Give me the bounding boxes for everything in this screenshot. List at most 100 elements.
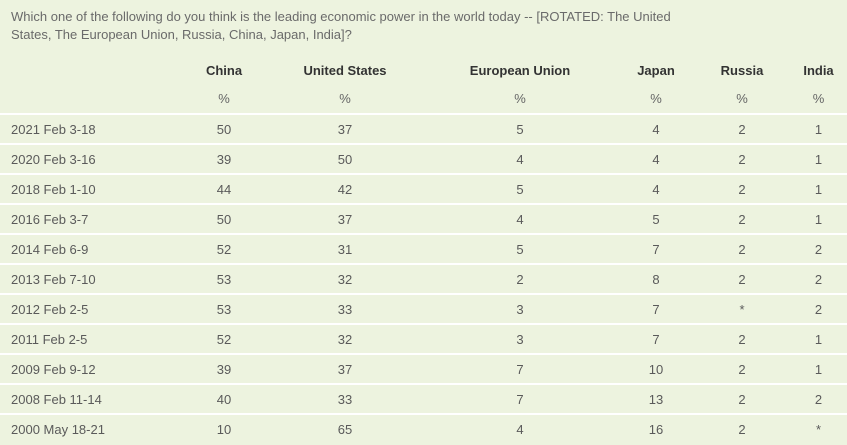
value-cell-united-states: 31	[268, 233, 422, 264]
value-cell-united-states: 42	[268, 173, 422, 204]
table-row: 2013 Feb 7-10 53 32 2 8 2 2	[0, 263, 847, 294]
table-row: 2021 Feb 3-18 50 37 5 4 2 1	[0, 113, 847, 144]
value-cell-china: 50	[180, 113, 268, 144]
value-cell-china: 39	[180, 353, 268, 384]
value-cell-russia: 2	[694, 143, 790, 174]
table-row: 2008 Feb 11-14 40 33 7 13 2 2	[0, 383, 847, 414]
value-cell-china: 53	[180, 263, 268, 294]
row-date: 2013 Feb 7-10	[0, 263, 180, 294]
value-cell-japan: 8	[618, 263, 694, 294]
value-cell-russia: 2	[694, 383, 790, 414]
value-cell-united-states: 50	[268, 143, 422, 174]
value-cell-russia: 2	[694, 113, 790, 144]
table-row: 2011 Feb 2-5 52 32 3 7 2 1	[0, 323, 847, 354]
value-cell-european-union: 4	[422, 413, 618, 443]
value-cell-united-states: 65	[268, 413, 422, 443]
row-date: 2014 Feb 6-9	[0, 233, 180, 264]
value-cell-european-union: 7	[422, 383, 618, 414]
value-cell-european-union: 3	[422, 323, 618, 354]
value-cell-european-union: 2	[422, 263, 618, 294]
unit-cell: %	[514, 91, 526, 106]
value-cell-india: 1	[790, 203, 847, 234]
value-cell-china: 52	[180, 233, 268, 264]
row-date: 2011 Feb 2-5	[0, 323, 180, 354]
table-row: 2018 Feb 1-10 44 42 5 4 2 1	[0, 173, 847, 204]
row-date: 2018 Feb 1-10	[0, 173, 180, 204]
value-cell-european-union: 4	[422, 143, 618, 174]
unit-cell: %	[650, 91, 662, 106]
header-blank	[0, 56, 180, 84]
value-cell-china: 53	[180, 293, 268, 324]
value-cell-russia: 2	[694, 353, 790, 384]
value-cell-india: 2	[790, 233, 847, 264]
row-date: 2000 May 18-21	[0, 413, 180, 443]
value-cell-japan: 16	[618, 413, 694, 443]
value-cell-japan: 7	[618, 293, 694, 324]
value-cell-european-union: 3	[422, 293, 618, 324]
value-cell-russia: 2	[694, 263, 790, 294]
value-cell-china: 50	[180, 203, 268, 234]
table-row: 2020 Feb 3-16 39 50 4 4 2 1	[0, 143, 847, 174]
value-cell-china: 40	[180, 383, 268, 414]
value-cell-japan: 10	[618, 353, 694, 384]
value-cell-japan: 4	[618, 113, 694, 144]
value-cell-japan: 13	[618, 383, 694, 414]
value-cell-india: 1	[790, 173, 847, 204]
value-cell-russia: 2	[694, 323, 790, 354]
value-cell-india: 1	[790, 143, 847, 174]
value-cell-japan: 7	[618, 323, 694, 354]
value-cell-russia: 2	[694, 203, 790, 234]
value-cell-india: 1	[790, 113, 847, 144]
table-row: 2016 Feb 3-7 50 37 4 5 2 1	[0, 203, 847, 234]
unit-row: % % % % % %	[0, 84, 847, 114]
row-date: 2008 Feb 11-14	[0, 383, 180, 414]
value-cell-united-states: 33	[268, 293, 422, 324]
value-cell-japan: 4	[618, 143, 694, 174]
row-date: 2012 Feb 2-5	[0, 293, 180, 324]
unit-cell: %	[812, 91, 825, 106]
row-date: 2021 Feb 3-18	[0, 113, 180, 144]
table-row: 2009 Feb 9-12 39 37 7 10 2 1	[0, 353, 847, 384]
value-cell-china: 10	[180, 413, 268, 443]
value-cell-russia: 2	[694, 233, 790, 264]
header-japan: Japan	[637, 62, 675, 78]
value-cell-india: 1	[790, 323, 847, 354]
value-cell-european-union: 5	[422, 233, 618, 264]
value-cell-russia: 2	[694, 413, 790, 443]
unit-cell: %	[218, 91, 230, 106]
survey-question: Which one of the following do you think …	[11, 9, 671, 42]
value-cell-russia: *	[694, 293, 790, 324]
table-row: 2014 Feb 6-9 52 31 5 7 2 2	[0, 233, 847, 264]
value-cell-united-states: 37	[268, 203, 422, 234]
value-cell-european-union: 4	[422, 203, 618, 234]
results-table: China United States European Union Japan…	[0, 56, 847, 443]
value-cell-china: 52	[180, 323, 268, 354]
value-cell-china: 44	[180, 173, 268, 204]
row-date: 2009 Feb 9-12	[0, 353, 180, 384]
table-row: 2000 May 18-21 10 65 4 16 2 *	[0, 413, 847, 443]
value-cell-japan: 7	[618, 233, 694, 264]
table-row: 2012 Feb 2-5 53 33 3 7 * 2	[0, 293, 847, 324]
unit-cell: %	[339, 91, 351, 106]
row-date: 2016 Feb 3-7	[0, 203, 180, 234]
value-cell-european-union: 7	[422, 353, 618, 384]
header-russia: Russia	[720, 62, 764, 78]
value-cell-india: *	[790, 413, 847, 443]
value-cell-united-states: 32	[268, 323, 422, 354]
value-cell-india: 1	[790, 353, 847, 384]
value-cell-european-union: 5	[422, 113, 618, 144]
header-india: India	[803, 62, 834, 78]
value-cell-india: 2	[790, 383, 847, 414]
header-united-states: United States	[303, 62, 387, 78]
value-cell-russia: 2	[694, 173, 790, 204]
value-cell-india: 2	[790, 293, 847, 324]
header-european-union: European Union	[469, 62, 571, 78]
value-cell-india: 2	[790, 263, 847, 294]
value-cell-european-union: 5	[422, 173, 618, 204]
header-china: China	[205, 62, 243, 78]
row-date: 2020 Feb 3-16	[0, 143, 180, 174]
value-cell-japan: 5	[618, 203, 694, 234]
header-row: China United States European Union Japan…	[0, 56, 847, 84]
unit-cell: %	[736, 91, 748, 106]
unit-blank	[0, 84, 180, 114]
